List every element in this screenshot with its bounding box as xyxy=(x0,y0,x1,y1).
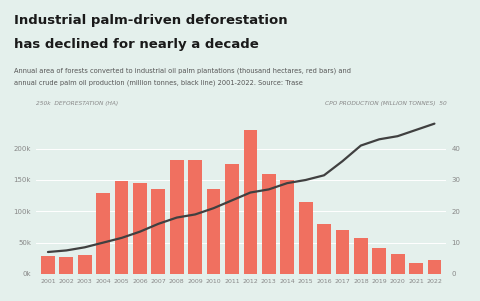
Bar xyxy=(225,164,239,274)
Bar xyxy=(152,189,165,274)
Bar xyxy=(428,260,441,274)
Bar xyxy=(170,160,184,274)
Text: Industrial palm-driven deforestation: Industrial palm-driven deforestation xyxy=(14,14,288,26)
Text: annual crude palm oil production (million tonnes, black line) 2001-2022. Source:: annual crude palm oil production (millio… xyxy=(14,80,303,86)
Bar xyxy=(41,256,55,274)
Bar xyxy=(354,238,368,274)
Text: has declined for nearly a decade: has declined for nearly a decade xyxy=(14,38,259,51)
Bar xyxy=(188,160,202,274)
Bar xyxy=(96,193,110,274)
Bar xyxy=(262,174,276,274)
Bar xyxy=(299,202,312,274)
Text: 250k  DEFORESTATION (HA): 250k DEFORESTATION (HA) xyxy=(36,101,118,107)
Bar xyxy=(280,180,294,274)
Bar xyxy=(60,257,73,274)
Bar xyxy=(372,248,386,274)
Bar xyxy=(243,130,257,274)
Bar xyxy=(133,183,147,274)
Bar xyxy=(409,263,423,274)
Bar xyxy=(336,230,349,274)
Bar xyxy=(391,254,405,274)
Text: Annual area of forests converted to industrial oil palm plantations (thousand he: Annual area of forests converted to indu… xyxy=(14,68,351,74)
Bar xyxy=(78,255,92,274)
Text: CPO PRODUCTION (MILLION TONNES)  50: CPO PRODUCTION (MILLION TONNES) 50 xyxy=(324,101,446,107)
Bar xyxy=(115,181,129,274)
Bar xyxy=(317,224,331,274)
Bar xyxy=(207,189,220,274)
